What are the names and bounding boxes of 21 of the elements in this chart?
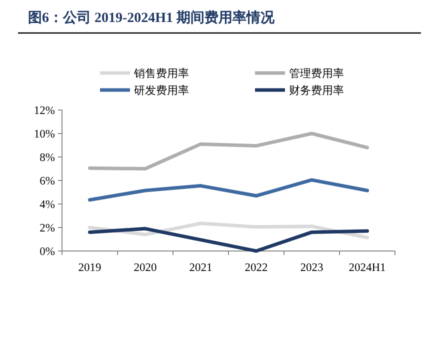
y-tick-label: 6% — [40, 176, 56, 188]
y-tick-label: 0% — [40, 246, 56, 258]
chart-title: 图6：公司 2019-2024H1 期间费用率情况 — [28, 9, 276, 26]
x-tick-label: 2020 — [134, 262, 157, 274]
y-tick-label: 10% — [34, 128, 56, 140]
y-tick-label: 8% — [40, 152, 56, 164]
legend-label: 管理费用率 — [289, 67, 344, 80]
line-series — [88, 226, 369, 253]
x-tick-label: 2023 — [300, 262, 324, 274]
y-tick-label: 2% — [40, 222, 56, 234]
line-series — [88, 178, 369, 202]
legend-label: 财务费用率 — [289, 84, 344, 97]
legend-label: 研发费用率 — [134, 84, 189, 97]
line-series — [88, 132, 369, 170]
x-tick-label: 2022 — [244, 262, 268, 274]
legend-label: 销售费用率 — [133, 67, 189, 80]
y-tick-label: 4% — [40, 199, 56, 211]
y-tick-label: 12% — [34, 105, 56, 117]
x-tick-label: 2024H1 — [348, 262, 386, 274]
x-tick-label: 2021 — [189, 262, 212, 274]
x-tick-label: 2019 — [78, 262, 102, 274]
